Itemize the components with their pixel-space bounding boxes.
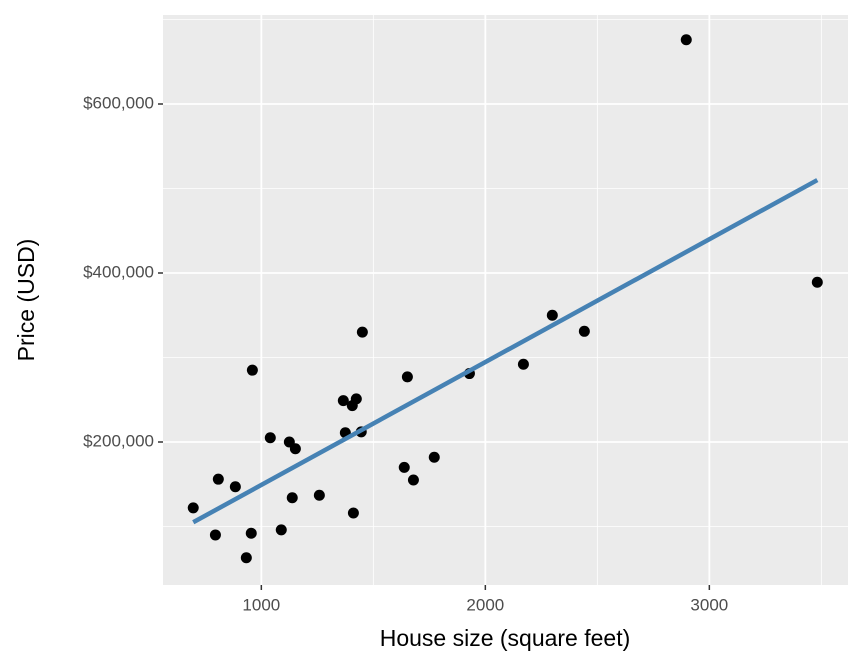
x-tick-label: 1000 — [242, 595, 280, 614]
x-tick-label: 3000 — [690, 595, 728, 614]
point — [212, 473, 224, 485]
point — [517, 358, 529, 370]
x-axis-title: House size (square feet) — [380, 625, 631, 651]
point — [245, 527, 257, 539]
point — [313, 489, 325, 501]
point — [209, 529, 221, 541]
y-tick-label: $400,000 — [83, 262, 154, 281]
x-tick-label: 2000 — [466, 595, 504, 614]
point — [347, 507, 359, 519]
point — [286, 492, 298, 504]
point — [264, 432, 276, 444]
point — [187, 502, 199, 514]
panel — [163, 15, 848, 585]
point — [337, 395, 349, 407]
point — [578, 325, 590, 337]
point — [811, 276, 823, 288]
point — [356, 326, 368, 338]
point — [229, 481, 241, 493]
point — [401, 371, 413, 383]
point — [428, 451, 440, 463]
y-axis-title: Price (USD) — [13, 239, 39, 362]
point — [275, 524, 287, 536]
point — [680, 34, 692, 46]
y-tick-label: $600,000 — [83, 93, 154, 112]
point — [350, 393, 362, 405]
point — [246, 364, 258, 376]
point — [407, 474, 419, 486]
trend-line — [192, 178, 819, 525]
point — [546, 309, 558, 321]
y-tick-label: $200,000 — [83, 431, 154, 450]
point — [398, 461, 410, 473]
point — [240, 552, 252, 564]
point — [289, 443, 301, 455]
